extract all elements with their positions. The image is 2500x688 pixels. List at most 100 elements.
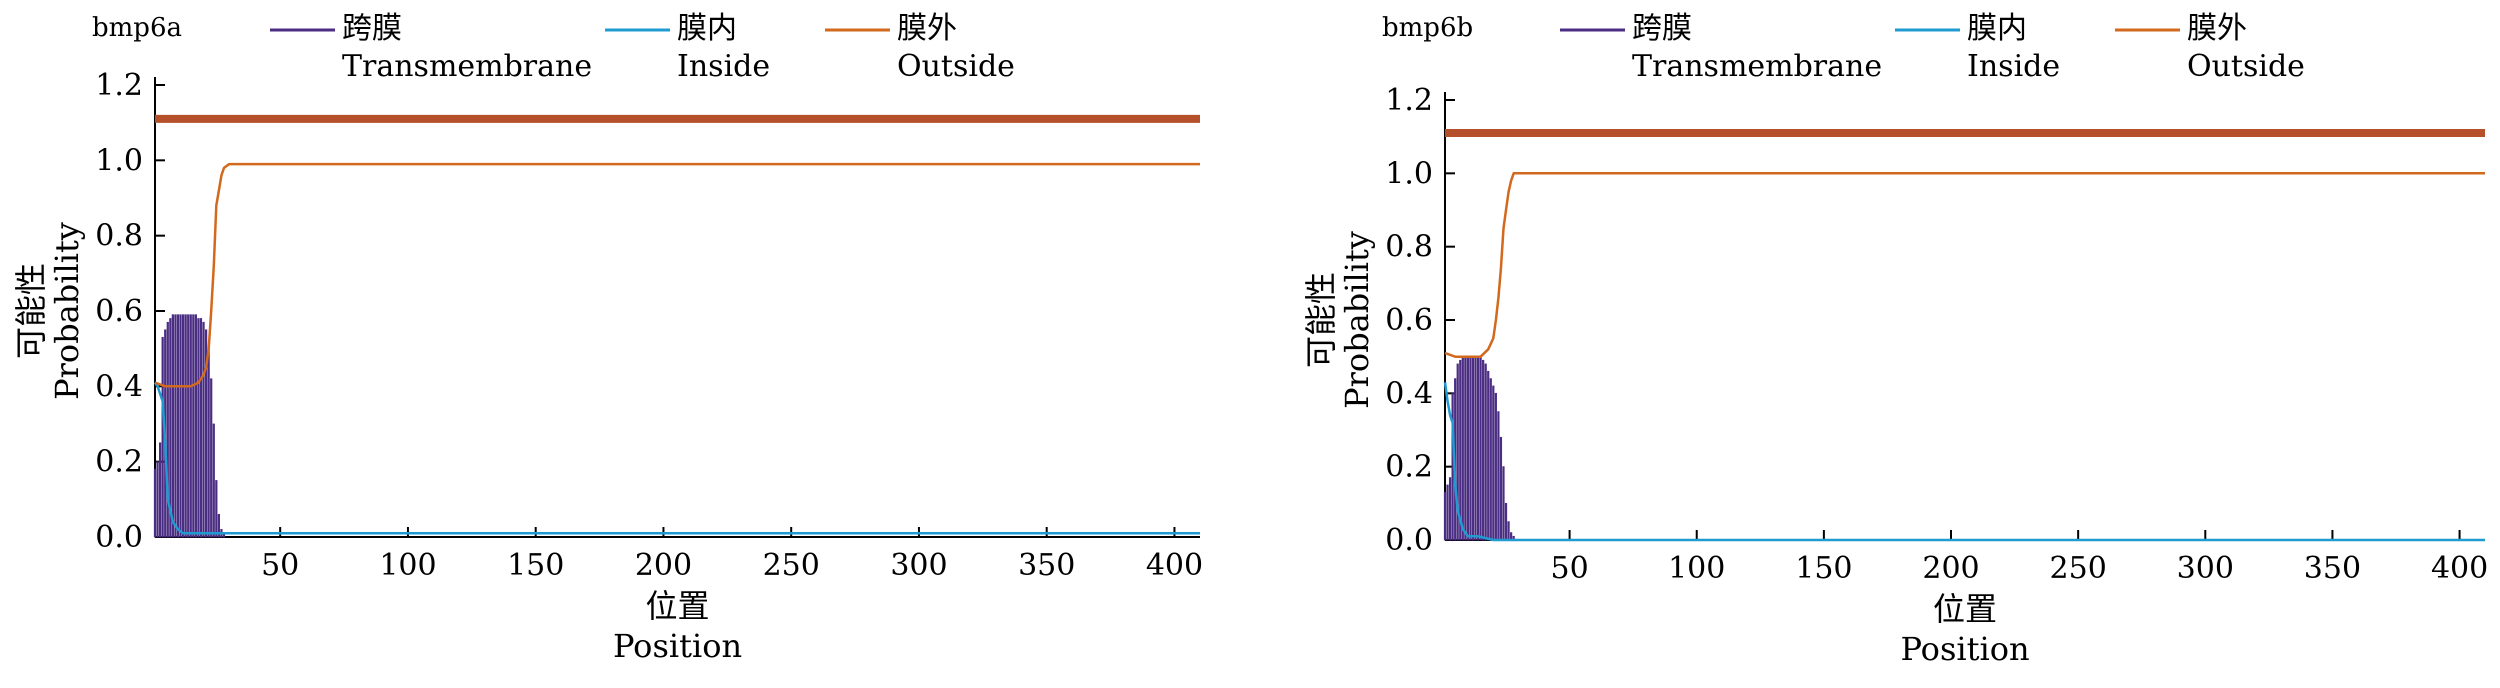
- x-tick-label: 300: [2177, 551, 2234, 586]
- legend-label-cn: 跨膜: [1632, 11, 1692, 46]
- y-tick-label: 0.6: [95, 294, 143, 329]
- y-axis-title-en: Probability: [1338, 231, 1376, 409]
- y-tick-label: 1.2: [1385, 83, 1433, 118]
- transmembrane-bar: [1502, 466, 1505, 541]
- transmembrane-bar: [161, 336, 164, 538]
- transmembrane-bar: [1443, 491, 1447, 541]
- y-tick-label: 1.2: [95, 68, 143, 103]
- legend-label-en: Transmembrane: [342, 49, 592, 84]
- series-transmembrane: [153, 314, 226, 538]
- legend-label-en: Outside: [897, 49, 1015, 84]
- x-tick-label: 250: [763, 548, 820, 583]
- x-tick-label: 350: [2304, 551, 2361, 586]
- x-tick-label: 150: [507, 548, 564, 583]
- transmembrane-bar: [1479, 356, 1482, 541]
- y-axis-title-cn: 可能性: [1302, 272, 1340, 368]
- transmembrane-bar: [1497, 411, 1500, 541]
- transmembrane-bar: [181, 314, 185, 538]
- transmembrane-bar: [1504, 502, 1508, 541]
- transmembrane-bar: [1464, 356, 1467, 541]
- panel-label: bmp6a: [92, 13, 182, 43]
- transmembrane-bar: [176, 314, 180, 538]
- transmembrane-bar: [207, 348, 210, 538]
- transmembrane-bar: [1461, 356, 1464, 541]
- transmembrane-bar: [210, 378, 213, 538]
- x-axis-title-en: Position: [613, 627, 742, 665]
- y-tick-label: 0.2: [95, 445, 143, 480]
- transmembrane-bar: [1487, 370, 1490, 541]
- x-axis-title-en: Position: [1900, 630, 2029, 668]
- transmembrane-bar: [1469, 356, 1472, 541]
- transmembrane-bar: [212, 423, 215, 538]
- series-line-outside: [154, 162, 1200, 388]
- transmembrane-bar: [1482, 359, 1485, 541]
- transmembrane-bar: [179, 314, 182, 538]
- chart-panel-1: bmp6a 跨膜Transmembrane膜内Inside膜外Outside0.0…: [12, 11, 1203, 665]
- transmembrane-bar: [217, 514, 220, 538]
- x-tick-label: 300: [890, 548, 947, 583]
- x-tick-label: 200: [1922, 551, 1979, 586]
- series-line-inside: [1443, 382, 2485, 542]
- transmembrane-bar: [1494, 392, 1497, 541]
- legend-label-cn: 膜外: [2187, 11, 2247, 46]
- transmembrane-bar: [204, 329, 208, 538]
- y-tick-label: 0.4: [1385, 376, 1433, 411]
- y-axis-title-en: Probability: [48, 222, 86, 400]
- legend-label-en: Transmembrane: [1632, 49, 1882, 84]
- x-tick-label: 50: [1551, 551, 1589, 586]
- x-axis-title-cn: 位置: [645, 587, 709, 625]
- x-tick-label: 100: [379, 548, 436, 583]
- transmembrane-bar: [156, 461, 159, 538]
- transmembrane-bar: [169, 318, 172, 538]
- transmembrane-bar: [192, 314, 195, 538]
- x-tick-label: 250: [2050, 551, 2107, 586]
- transmembrane-bar: [1471, 356, 1475, 541]
- chart-panel-2: bmp6b 跨膜Transmembrane膜内Inside膜外Outside0.0…: [1302, 11, 2488, 668]
- legend-label-cn: 膜外: [897, 11, 957, 46]
- transmembrane-bar: [1507, 521, 1510, 541]
- transmembrane-bar: [1446, 484, 1449, 541]
- transmembrane-bar: [1499, 436, 1503, 541]
- transmembrane-bar: [166, 321, 169, 538]
- x-tick-label: 50: [261, 548, 299, 583]
- y-tick-label: 1.0: [1385, 156, 1433, 191]
- y-tick-label: 1.0: [95, 143, 143, 178]
- transmembrane-bar: [215, 480, 218, 538]
- x-tick-label: 150: [1795, 551, 1852, 586]
- x-tick-label: 350: [1018, 548, 1075, 583]
- y-tick-label: 0.4: [95, 369, 143, 404]
- legend-label-en: Outside: [2187, 49, 2305, 84]
- panel-label: bmp6b: [1382, 13, 1473, 43]
- transmembrane-bar: [1459, 359, 1462, 541]
- transmembrane-bar: [184, 314, 187, 538]
- x-axis-title-cn: 位置: [1933, 590, 1997, 628]
- transmembrane-bar: [189, 314, 192, 538]
- y-tick-label: 0.6: [1385, 303, 1433, 338]
- transmembrane-bar: [1451, 392, 1454, 541]
- legend-label-cn: 跨膜: [342, 11, 402, 46]
- transmembrane-bar: [171, 314, 175, 538]
- series-line-outside: [1444, 172, 2485, 358]
- transmembrane-bar: [1466, 356, 1469, 541]
- y-axis-title-cn: 可能性: [12, 263, 50, 359]
- legend-label-en: Inside: [677, 49, 770, 84]
- y-tick-label: 0.8: [1385, 230, 1433, 265]
- legend-label-en: Inside: [1967, 49, 2060, 84]
- transmembrane-bar: [158, 442, 162, 538]
- transmembrane-bar: [1448, 477, 1452, 541]
- transmembrane-bar: [1489, 378, 1492, 541]
- transmembrane-bar: [1456, 363, 1459, 541]
- transmembrane-bar: [187, 314, 190, 538]
- x-tick-label: 400: [2431, 551, 2488, 586]
- transmembrane-bar: [202, 321, 205, 538]
- series-line-inside: [153, 381, 1200, 535]
- transmembrane-bar: [194, 314, 197, 538]
- transmembrane-bar: [1474, 356, 1477, 541]
